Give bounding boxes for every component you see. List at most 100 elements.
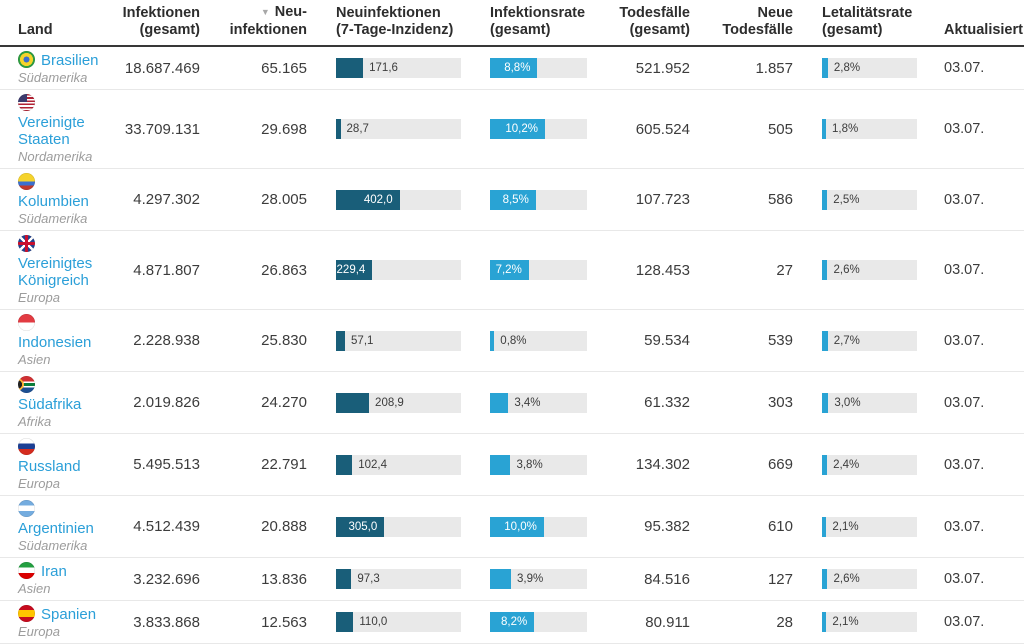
incidence-cell: 208,9 (307, 392, 461, 413)
infection-rate-bar: 7,2% (490, 260, 587, 280)
infections-total-value: 4.512.439 (133, 518, 200, 535)
country-link[interactable]: Brasilien (41, 52, 99, 69)
column-header-label: Todesfälle (722, 22, 793, 38)
infection-rate-bar-label: 3,4% (514, 396, 541, 409)
infection-rate-cell: 8,2% (461, 612, 587, 632)
country-region-label: Südamerika (18, 70, 88, 85)
deaths-total-value: 107.723 (635, 191, 690, 208)
column-header-incidence[interactable]: Neuinfektionen (7-Tage-Inzidenz) (307, 5, 461, 39)
new-deaths-value: 28 (776, 613, 793, 631)
infection-rate-cell: 3,8% (461, 454, 587, 475)
flag-es-icon (18, 605, 35, 622)
flag-co-icon (18, 173, 35, 190)
column-header-infections-total[interactable]: Infektionen (gesamt) (118, 5, 200, 39)
infection-rate-bar: 10,2% (490, 119, 587, 139)
column-header-label: (gesamt) (629, 22, 690, 38)
deaths-total-value: 521.952 (635, 59, 690, 77)
country-region-label: Nordamerika (18, 149, 93, 164)
lethality-bar: 3,0% (822, 392, 917, 413)
updated-value: 03.07. (944, 571, 985, 587)
incidence-cell: 402,0 (307, 189, 461, 210)
lethality-bar: 2,1% (822, 516, 917, 537)
lethality-bar-label: 2,5% (833, 193, 860, 206)
country-link[interactable]: Argentinien (18, 520, 94, 537)
new-infections-value: 25.830 (261, 332, 307, 349)
country-cell: Vereinigtes Königreich Europa (0, 231, 118, 309)
incidence-bar-fill (336, 119, 341, 139)
flag-za-icon (18, 376, 35, 393)
incidence-bar-fill (336, 189, 400, 210)
country-cell: Russland Europa (0, 434, 118, 495)
country-region-label: Asien (18, 352, 51, 367)
incidence-bar-fill (336, 392, 370, 413)
country-link[interactable]: Südafrika (18, 396, 82, 413)
country-link[interactable]: Iran (41, 563, 67, 580)
country-link[interactable]: Kolumbien (18, 193, 89, 210)
deaths-total-value: 59.534 (644, 332, 690, 349)
incidence-cell: 305,0 (307, 516, 461, 537)
lethality-bar-fill (822, 330, 828, 351)
table-row: Indonesien Asien 2.228.938 25.830 57,1 0… (0, 310, 1024, 372)
incidence-bar-label: 110,0 (359, 616, 388, 628)
lethality-cell: 1,8% (793, 119, 917, 139)
column-header-lethality-rate[interactable]: Letalitätsrate (gesamt) (793, 5, 917, 39)
infection-rate-cell: 3,4% (461, 392, 587, 413)
lethality-bar: 2,6% (822, 569, 917, 589)
incidence-bar-label: 229,4 (336, 264, 366, 276)
lethality-cell: 2,7% (793, 330, 917, 351)
country-cell: Kolumbien Südamerika (0, 169, 118, 230)
deaths-total-value: 61.332 (644, 394, 690, 411)
column-header-new-infections[interactable]: ▼ Neu- infektionen (200, 4, 307, 39)
country-link[interactable]: Russland (18, 458, 81, 475)
column-header-land[interactable]: Land (0, 22, 118, 39)
incidence-cell: 97,3 (307, 569, 461, 589)
column-header-label: Aktualisiert (944, 22, 1023, 38)
lethality-bar-label: 2,6% (833, 264, 860, 276)
table-row: Brasilien Südamerika 18.687.469 65.165 1… (0, 47, 1024, 90)
column-header-label: Neu- (274, 4, 307, 20)
flag-ar-icon (18, 500, 35, 517)
incidence-bar: 171,6 (336, 58, 461, 78)
infections-total-value: 4.297.302 (133, 191, 200, 208)
infection-rate-bar-label: 10,0% (504, 520, 537, 533)
country-link[interactable]: Vereinigtes Königreich (18, 255, 93, 289)
incidence-bar-label: 28,7 (346, 123, 369, 135)
column-header-label: (7-Tage-Inzidenz) (336, 22, 454, 38)
infection-rate-cell: 8,8% (461, 58, 587, 78)
column-header-deaths-total[interactable]: Todesfälle (gesamt) (587, 5, 690, 39)
flag-ru-icon (18, 438, 35, 455)
lethality-bar-label: 2,1% (832, 616, 859, 628)
incidence-bar-label: 57,1 (351, 334, 374, 347)
country-link[interactable]: Vereinigte Staaten (18, 114, 85, 148)
country-link[interactable]: Indonesien (18, 334, 92, 351)
column-header-updated[interactable]: Aktualisiert (917, 22, 1024, 39)
infection-rate-bar-label: 8,8% (504, 62, 531, 74)
infection-rate-bar-fill (490, 516, 544, 537)
lethality-bar-fill (822, 119, 826, 139)
table-row: Spanien Europa 3.833.868 12.563 110,0 8,… (0, 601, 1024, 644)
infection-rate-cell: 7,2% (461, 260, 587, 280)
lethality-bar: 2,1% (822, 612, 917, 632)
deaths-total-value: 134.302 (635, 456, 690, 473)
table-row: Vereinigtes Königreich Europa 4.871.807 … (0, 231, 1024, 310)
new-infections-value: 28.005 (261, 191, 307, 208)
sort-descending-icon: ▼ (260, 7, 270, 17)
incidence-bar: 305,0 (336, 516, 461, 537)
country-cell: Argentinien Südamerika (0, 496, 118, 557)
incidence-bar-fill (336, 454, 353, 475)
lethality-bar-label: 1,8% (832, 123, 859, 135)
infection-rate-cell: 10,2% (461, 119, 587, 139)
updated-value: 03.07. (944, 614, 985, 630)
infection-rate-bar: 3,9% (490, 569, 587, 589)
column-header-new-deaths[interactable]: Neue Todesfälle (690, 5, 793, 39)
new-deaths-value: 669 (767, 456, 793, 473)
new-infections-value: 24.270 (261, 394, 307, 411)
infection-rate-bar: 8,5% (490, 189, 587, 210)
country-link[interactable]: Spanien (41, 606, 97, 623)
lethality-bar-fill (822, 260, 828, 280)
column-header-infection-rate[interactable]: Infektionsrate (gesamt) (461, 5, 587, 39)
lethality-bar-label: 2,6% (833, 573, 860, 585)
incidence-bar: 97,3 (336, 569, 461, 589)
infection-rate-bar: 3,4% (490, 392, 587, 413)
